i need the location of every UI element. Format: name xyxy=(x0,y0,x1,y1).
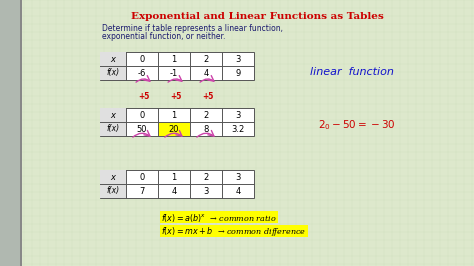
Bar xyxy=(100,122,126,136)
Text: 0: 0 xyxy=(139,55,145,64)
Text: 2: 2 xyxy=(203,172,209,181)
Text: 3: 3 xyxy=(235,110,241,119)
Text: $f(x) = a(b)^x$  → common ratio: $f(x) = a(b)^x$ → common ratio xyxy=(161,212,277,224)
Text: Determine if table represents a linear function,: Determine if table represents a linear f… xyxy=(102,24,283,33)
Text: Exponential and Linear Functions as Tables: Exponential and Linear Functions as Tabl… xyxy=(131,12,383,21)
Text: 1: 1 xyxy=(172,110,177,119)
Text: linear  function: linear function xyxy=(310,67,394,77)
Text: 9: 9 xyxy=(236,69,241,77)
Text: 3: 3 xyxy=(235,55,241,64)
Text: x: x xyxy=(110,55,116,64)
Text: 1: 1 xyxy=(172,172,177,181)
Text: 8: 8 xyxy=(203,124,209,134)
Text: 0: 0 xyxy=(139,172,145,181)
Bar xyxy=(100,170,126,184)
Bar xyxy=(160,225,308,237)
Text: -1: -1 xyxy=(170,69,178,77)
Text: x: x xyxy=(110,110,116,119)
Bar xyxy=(160,211,278,223)
Bar xyxy=(100,170,254,198)
Text: f(x): f(x) xyxy=(107,69,119,77)
Bar xyxy=(100,108,126,122)
Bar xyxy=(100,52,126,66)
Text: 50: 50 xyxy=(137,124,147,134)
Text: 3: 3 xyxy=(235,172,241,181)
Bar xyxy=(100,52,254,80)
Text: $2_0 - 50 = -30$: $2_0 - 50 = -30$ xyxy=(318,118,395,132)
Text: +5: +5 xyxy=(202,92,213,101)
Text: f(x): f(x) xyxy=(107,186,119,196)
Text: $f(x) = mx + b$  → common difference: $f(x) = mx + b$ → common difference xyxy=(161,226,306,239)
Text: 2: 2 xyxy=(203,110,209,119)
Text: -6: -6 xyxy=(138,69,146,77)
Text: f(x): f(x) xyxy=(107,124,119,134)
Text: +5: +5 xyxy=(170,92,181,101)
Text: 4: 4 xyxy=(203,69,209,77)
Text: 7: 7 xyxy=(139,186,145,196)
Text: 1: 1 xyxy=(172,55,177,64)
Text: 4: 4 xyxy=(172,186,177,196)
Bar xyxy=(100,184,126,198)
Bar xyxy=(20,0,22,266)
Text: x: x xyxy=(110,172,116,181)
Text: 3.2: 3.2 xyxy=(231,124,245,134)
Text: 4: 4 xyxy=(236,186,241,196)
Text: 3: 3 xyxy=(203,186,209,196)
Text: 2: 2 xyxy=(203,55,209,64)
Bar xyxy=(100,108,254,136)
Bar xyxy=(158,122,190,136)
Bar xyxy=(0,0,20,266)
Text: exponential function, or neither.: exponential function, or neither. xyxy=(102,32,225,41)
Text: +5: +5 xyxy=(138,92,149,101)
Bar xyxy=(100,66,126,80)
Text: 20: 20 xyxy=(169,124,179,134)
Text: 0: 0 xyxy=(139,110,145,119)
